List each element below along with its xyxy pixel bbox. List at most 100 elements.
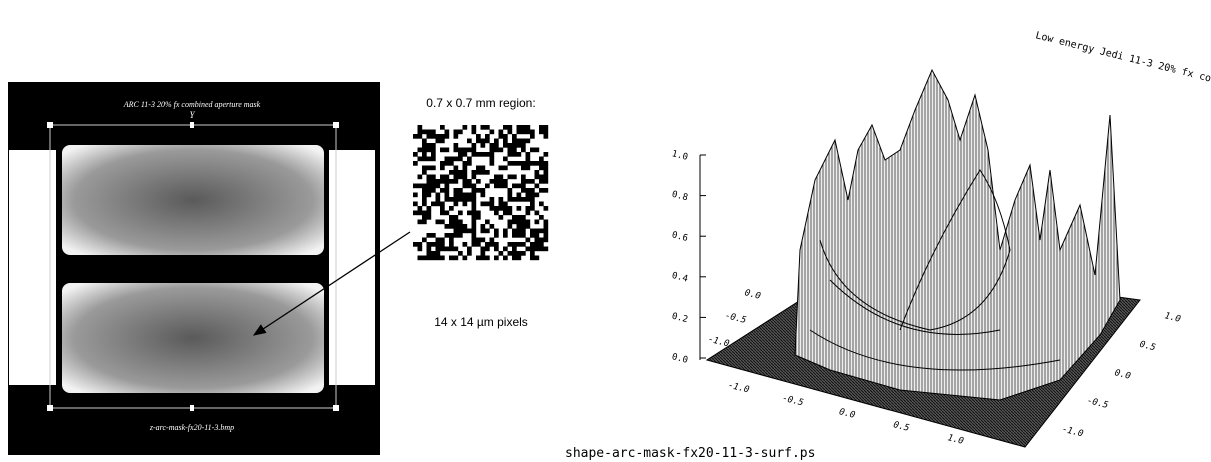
pixel xyxy=(490,206,495,211)
pixel xyxy=(535,184,540,189)
pixel xyxy=(463,202,468,207)
pixel xyxy=(431,179,436,184)
pixel xyxy=(512,152,517,157)
plot-title: Low energy Jedi 11-3 20% fx config xyxy=(1034,30,1211,90)
pixel xyxy=(544,179,549,184)
pixel xyxy=(427,130,432,135)
pixel xyxy=(431,202,436,207)
pixel xyxy=(440,211,445,216)
pixel xyxy=(512,139,517,144)
pixel xyxy=(422,139,427,144)
pixel xyxy=(445,247,450,252)
pixel xyxy=(521,224,526,229)
pixel xyxy=(422,215,427,220)
pixel xyxy=(490,152,495,157)
zoom-caption: 0.7 x 0.7 mm region: xyxy=(426,96,535,110)
pixel xyxy=(530,197,535,202)
pixel xyxy=(427,157,432,162)
pixel xyxy=(508,220,513,225)
x-tick-label: -1.0 xyxy=(727,381,750,396)
pixel xyxy=(413,202,418,207)
pixel xyxy=(440,134,445,139)
pixel xyxy=(517,161,522,166)
pixel xyxy=(463,175,468,180)
pixel xyxy=(526,139,531,144)
pixel xyxy=(544,224,549,229)
pixel xyxy=(454,148,459,153)
pixel xyxy=(427,256,432,261)
pixel xyxy=(445,197,450,202)
pixel xyxy=(422,256,427,261)
pixel xyxy=(481,251,486,256)
pixel xyxy=(472,202,477,207)
pixel xyxy=(418,206,423,211)
pixel xyxy=(431,157,436,162)
z-tick-label: 0.4 xyxy=(671,271,689,285)
pixel xyxy=(458,148,463,153)
y-tick-label: -0.5 xyxy=(1086,396,1109,411)
pixel xyxy=(440,256,445,261)
pixel xyxy=(467,197,472,202)
pixel xyxy=(440,202,445,207)
pixel xyxy=(521,188,526,193)
pixel xyxy=(458,197,463,202)
pixel xyxy=(490,197,495,202)
pixel xyxy=(472,188,477,193)
pixel xyxy=(476,238,481,243)
pixel xyxy=(413,242,418,247)
pixel xyxy=(472,125,477,130)
pixel xyxy=(467,161,472,166)
pixel xyxy=(454,224,459,229)
pixel xyxy=(535,242,540,247)
pixel xyxy=(476,152,481,157)
pixel xyxy=(517,256,522,261)
pixel xyxy=(485,134,490,139)
pixel xyxy=(427,206,432,211)
pixel xyxy=(512,256,517,261)
pixel xyxy=(503,256,508,261)
pixel xyxy=(503,184,508,189)
pixel xyxy=(512,242,517,247)
pixel xyxy=(449,256,454,261)
pixel xyxy=(521,130,526,135)
pixel xyxy=(494,247,499,252)
pixel xyxy=(463,184,468,189)
pixel xyxy=(458,211,463,216)
pixel xyxy=(458,193,463,198)
aperture xyxy=(62,283,324,393)
pixel xyxy=(508,193,513,198)
pixel xyxy=(494,143,499,148)
pixel xyxy=(427,184,432,189)
pixel xyxy=(499,148,504,153)
pixel xyxy=(517,193,522,198)
pixel xyxy=(530,242,535,247)
pixel xyxy=(530,256,535,261)
pixel xyxy=(530,229,535,234)
pixel xyxy=(517,224,522,229)
pixel xyxy=(512,215,517,220)
pixel xyxy=(539,242,544,247)
pixel xyxy=(526,161,531,166)
pixel xyxy=(422,184,427,189)
pixel xyxy=(436,220,441,225)
pixel xyxy=(503,157,508,162)
pixel xyxy=(472,220,477,225)
pixel xyxy=(490,161,495,166)
pixel xyxy=(535,238,540,243)
pixel xyxy=(472,193,477,198)
pixel xyxy=(544,166,549,171)
pixel xyxy=(499,184,504,189)
pixel xyxy=(413,193,418,198)
pixel xyxy=(508,224,513,229)
pixel-region xyxy=(413,125,548,260)
pixel xyxy=(544,170,549,175)
pixel xyxy=(427,175,432,180)
pixel xyxy=(512,184,517,189)
pixel xyxy=(445,157,450,162)
pixel xyxy=(526,188,531,193)
pixel xyxy=(517,233,522,238)
pixel xyxy=(530,134,535,139)
pixel xyxy=(472,143,477,148)
pixel xyxy=(508,152,513,157)
page: ARC 11-3 20% fx combined aperture mask Y… xyxy=(0,0,1211,462)
